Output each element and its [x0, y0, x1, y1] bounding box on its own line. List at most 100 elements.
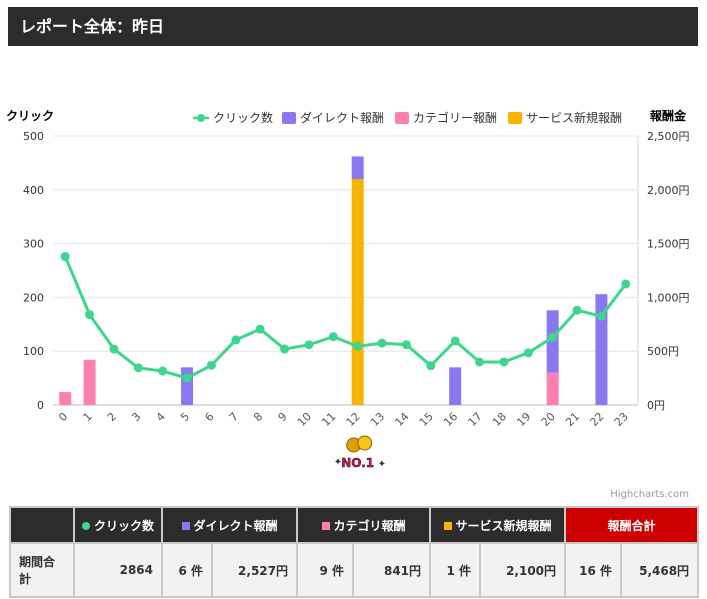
clicks-point	[280, 344, 290, 354]
report-header: レポート全体：昨日	[8, 7, 698, 46]
right-tick-label: 500円	[647, 345, 679, 358]
x-tick-label: 12	[344, 410, 363, 429]
legend-item: カテゴリー報酬	[413, 110, 497, 125]
service-amount: 2,100円	[479, 542, 567, 598]
clicks-point	[328, 332, 338, 342]
x-tick-label: 14	[392, 410, 411, 429]
bar-segment	[546, 372, 559, 405]
x-tick-label: 15	[417, 410, 436, 429]
coin-icon	[357, 435, 373, 451]
clicks-point	[182, 373, 192, 383]
clicks-point	[109, 344, 119, 354]
summary-header-row: クリック数 ダイレクト報酬 カテゴリ報酬 サービス新規報酬 報酬合計	[9, 506, 700, 544]
clicks-point	[401, 340, 411, 350]
x-tick-label: 10	[295, 410, 314, 429]
clicks-point	[450, 336, 460, 346]
x-tick-label: 0	[56, 410, 70, 424]
clicks-point	[85, 310, 95, 320]
x-tick-label: 20	[539, 410, 558, 429]
report-title: レポート全体：昨日	[20, 17, 165, 36]
left-axis-title: クリック	[6, 109, 54, 123]
bar-segment	[351, 179, 364, 405]
header-clicks: クリック数	[73, 506, 163, 544]
x-tick-label: 4	[154, 410, 168, 424]
clicks-line	[63, 255, 628, 380]
legend-dot-icon	[197, 114, 205, 122]
clicks-point	[255, 324, 265, 334]
x-tick-label: 16	[441, 410, 460, 429]
right-tick-label: 2,500円	[647, 130, 690, 143]
header-service: サービス新規報酬	[429, 506, 567, 544]
x-tick-label: 17	[466, 410, 485, 429]
legend-square-icon	[508, 112, 522, 124]
left-tick-label: 100	[23, 345, 44, 358]
clicks-point	[60, 252, 70, 262]
legend-square-icon	[395, 112, 409, 124]
bar-segment	[83, 359, 96, 405]
legend-item: ダイレクト報酬	[300, 110, 384, 125]
total-count: 16 件	[564, 542, 623, 598]
x-tick-label: 5	[178, 410, 192, 424]
clicks-point	[548, 332, 558, 342]
legend-clicks: クリック数	[213, 110, 273, 125]
summary-total-row: 期間合計 2864 6 件 2,527円 9 件 841円 1 件 2,100円…	[9, 542, 700, 598]
legend-square-icon	[282, 112, 296, 124]
clicks-point	[426, 361, 436, 371]
clicks-total: 2864	[73, 542, 163, 598]
category-count: 9 件	[296, 542, 355, 598]
x-tick-label: 8	[251, 410, 265, 424]
right-tick-label: 1,500円	[647, 238, 690, 251]
left-tick-label: 0	[37, 399, 44, 412]
clicks-point	[304, 340, 314, 350]
row-label: 期間合計	[9, 542, 75, 598]
header-direct: ダイレクト報酬	[160, 506, 299, 544]
x-tick-label: 23	[612, 410, 631, 429]
left-tick-label: 500	[23, 130, 44, 143]
bar-segment	[351, 156, 364, 180]
header-total: 報酬合計	[564, 506, 700, 544]
x-tick-label: 18	[490, 410, 509, 429]
category-square-icon	[321, 522, 330, 530]
clicks-point	[572, 305, 582, 315]
bar-segment	[595, 294, 608, 405]
x-tick-label: 2	[105, 410, 119, 424]
x-tick-label: 7	[227, 410, 241, 424]
right-tick-label: 0円	[647, 399, 665, 412]
clicks-point	[231, 335, 241, 345]
clicks-point	[499, 357, 509, 367]
x-tick-label: 1	[81, 410, 95, 424]
bar-segment	[59, 392, 72, 405]
direct-square-icon	[181, 522, 190, 530]
x-tick-label: 11	[319, 410, 338, 429]
highcharts-credit[interactable]: Highcharts.com	[610, 489, 689, 500]
report-chart: 01002003004005000円500円1,000円1,500円2,000円…	[6, 108, 690, 470]
x-tick-label: 22	[587, 410, 606, 429]
direct-amount: 2,527円	[210, 542, 299, 598]
clicks-point	[133, 363, 143, 373]
left-tick-label: 300	[23, 238, 44, 251]
x-tick-label: 13	[368, 410, 387, 429]
x-tick-label: 19	[514, 410, 533, 429]
clicks-point	[596, 311, 606, 321]
clicks-point	[621, 279, 631, 289]
clicks-dot-icon	[81, 522, 90, 530]
total-amount: 5,468円	[620, 542, 700, 598]
sparkle-icon: ✦	[378, 459, 386, 470]
sparkle-icon: ✦	[334, 457, 342, 468]
clicks-point	[158, 366, 168, 376]
x-tick-label: 6	[202, 410, 216, 424]
clicks-point	[206, 360, 216, 370]
right-tick-label: 1,000円	[647, 291, 690, 304]
bar-segment	[449, 367, 462, 405]
no1-badge-text: NO.1	[341, 456, 374, 470]
right-tick-label: 2,000円	[647, 184, 690, 197]
clicks-point	[377, 338, 387, 348]
left-tick-label: 200	[23, 291, 44, 304]
left-tick-label: 400	[23, 184, 44, 197]
clicks-point	[523, 348, 533, 358]
header-category: カテゴリ報酬	[296, 506, 432, 544]
summary-corner	[9, 506, 75, 544]
legend-item: サービス新規報酬	[526, 110, 622, 125]
right-axis-title: 報酬金	[650, 108, 687, 123]
direct-count: 6 件	[161, 542, 213, 598]
